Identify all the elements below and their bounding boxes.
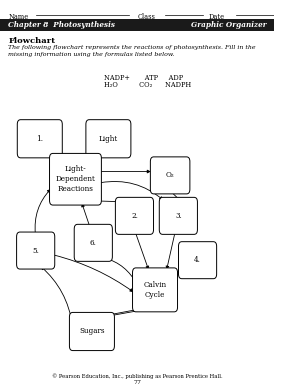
Text: 3.: 3. <box>175 212 182 220</box>
FancyBboxPatch shape <box>115 197 153 234</box>
Text: Light: Light <box>99 135 118 143</box>
FancyBboxPatch shape <box>49 153 101 205</box>
FancyBboxPatch shape <box>0 19 274 31</box>
Text: H₂O          CO₂      NADPH: H₂O CO₂ NADPH <box>104 81 191 89</box>
Text: Date: Date <box>209 13 225 21</box>
Text: 2.: 2. <box>131 212 138 220</box>
Text: NADP+       ATP     ADP: NADP+ ATP ADP <box>104 74 183 82</box>
FancyBboxPatch shape <box>86 120 131 158</box>
Text: Calvin
Cycle: Calvin Cycle <box>143 281 167 299</box>
Text: 1.: 1. <box>36 135 43 143</box>
Text: Name: Name <box>8 13 29 21</box>
Text: Flowchart: Flowchart <box>8 37 55 45</box>
Text: 6.: 6. <box>90 239 97 247</box>
Text: Class: Class <box>137 13 155 21</box>
Text: 4.: 4. <box>194 256 201 264</box>
Text: Chapter 8  Photosynthesis: Chapter 8 Photosynthesis <box>8 21 115 29</box>
FancyBboxPatch shape <box>150 157 190 194</box>
Text: O₂: O₂ <box>166 171 175 179</box>
Text: Light-
Dependent
Reactions: Light- Dependent Reactions <box>55 166 95 193</box>
FancyBboxPatch shape <box>133 268 178 312</box>
FancyBboxPatch shape <box>17 120 62 158</box>
FancyBboxPatch shape <box>159 197 198 234</box>
Text: The following flowchart represents the reactions of photosynthesis. Fill in the
: The following flowchart represents the r… <box>8 46 256 58</box>
Text: Sugars: Sugars <box>79 327 105 335</box>
Text: 77: 77 <box>133 380 141 385</box>
Text: © Pearson Education, Inc., publishing as Pearson Prentice Hall.: © Pearson Education, Inc., publishing as… <box>52 373 223 379</box>
Text: Graphic Organizer: Graphic Organizer <box>190 21 266 29</box>
FancyBboxPatch shape <box>74 224 112 261</box>
Text: 5.: 5. <box>32 247 39 254</box>
FancyBboxPatch shape <box>17 232 55 269</box>
FancyBboxPatch shape <box>179 242 217 279</box>
FancyBboxPatch shape <box>69 312 114 350</box>
